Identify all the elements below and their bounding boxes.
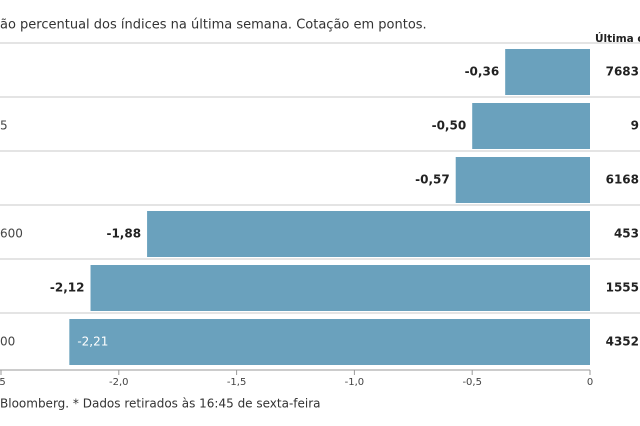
column-header: Última c <box>595 32 640 45</box>
bar <box>472 103 590 149</box>
chart-title: ão percentual dos índices na última sema… <box>0 18 427 33</box>
x-tick-label: -0,5 <box>462 377 482 388</box>
value-label: -0,57 <box>415 173 450 187</box>
y-tick-label: 5 <box>0 119 8 133</box>
column-value: 4352 <box>606 335 639 349</box>
value-label: -0,36 <box>465 65 500 79</box>
value-label: -2,21 <box>77 335 108 349</box>
column-value: 7683 <box>606 65 639 79</box>
bar <box>90 265 590 311</box>
x-tick-label: ,5 <box>0 377 6 388</box>
bar <box>69 319 591 365</box>
x-tick-label: -2,0 <box>109 377 129 388</box>
column-value: 1555 <box>606 281 639 295</box>
column-value: 9 <box>631 119 639 133</box>
bar <box>147 211 590 257</box>
column-value: 6168 <box>606 173 639 187</box>
value-label: -0,50 <box>432 119 467 133</box>
column-value: 453 <box>614 227 639 241</box>
x-tick-label: -1,5 <box>227 377 247 388</box>
bar <box>505 49 590 95</box>
source-note: Bloomberg. * Dados retirados às 16:45 de… <box>0 397 321 411</box>
y-tick-label: 00 <box>0 335 15 349</box>
bar <box>455 157 590 203</box>
x-tick-label: -1,0 <box>345 377 365 388</box>
x-tick-label: 0 <box>587 377 593 388</box>
value-label: -1,88 <box>106 227 141 241</box>
y-tick-label: 600 <box>0 227 23 241</box>
value-label: -2,12 <box>50 281 85 295</box>
